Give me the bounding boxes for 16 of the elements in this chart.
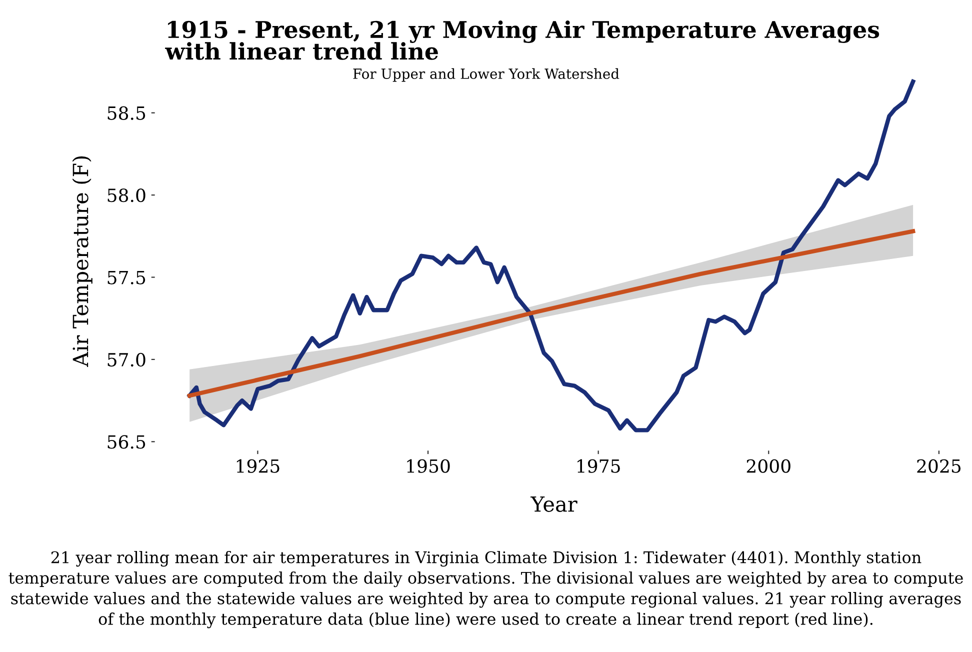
y-tick-label: 56.5 xyxy=(108,435,146,449)
y-tick-label: 58.5 xyxy=(108,106,146,120)
y-axis-title: Air Temperature (F) xyxy=(72,156,92,367)
chart-subtitle: For Upper and Lower York Watershed xyxy=(353,68,620,82)
x-tick-label: 1975 xyxy=(578,459,620,473)
y-tick-label: 57.0 xyxy=(108,352,146,367)
chart-title: 1915 - Present, 21 yr Moving Air Temperature Averages with linear trend line xyxy=(165,20,880,60)
y-tick-label: 57.5 xyxy=(108,270,146,284)
x-axis-title: Year xyxy=(530,496,578,512)
text: 21 year rolling mean for air temperatures in Virginia Climate Division 1: Tidewater (4401). Monthly station temperature values are computed from the daily observations. The divisional values are weighted by area to compute statewide values and the statewide values are weighted by area to compute regional values. 21 year rolling averages of the monthly temperature data (blue line) were used to create a linear trend report (red line). xyxy=(8,550,963,628)
x-tick-label: 2025 xyxy=(917,459,961,473)
x-tick-label: 1925 xyxy=(236,459,280,473)
line-series xyxy=(187,229,916,398)
x-tick-label: 2000 xyxy=(746,459,790,473)
y-tick-label: 58.0 xyxy=(108,188,146,202)
x-tick-label: 1950 xyxy=(407,459,450,473)
